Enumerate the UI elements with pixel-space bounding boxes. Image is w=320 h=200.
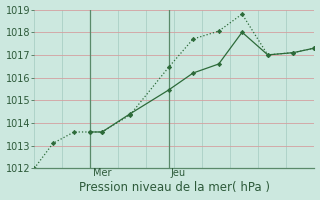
X-axis label: Pression niveau de la mer( hPa ): Pression niveau de la mer( hPa ) xyxy=(79,181,270,194)
Text: Jeu: Jeu xyxy=(171,168,186,178)
Text: Mer: Mer xyxy=(93,168,111,178)
